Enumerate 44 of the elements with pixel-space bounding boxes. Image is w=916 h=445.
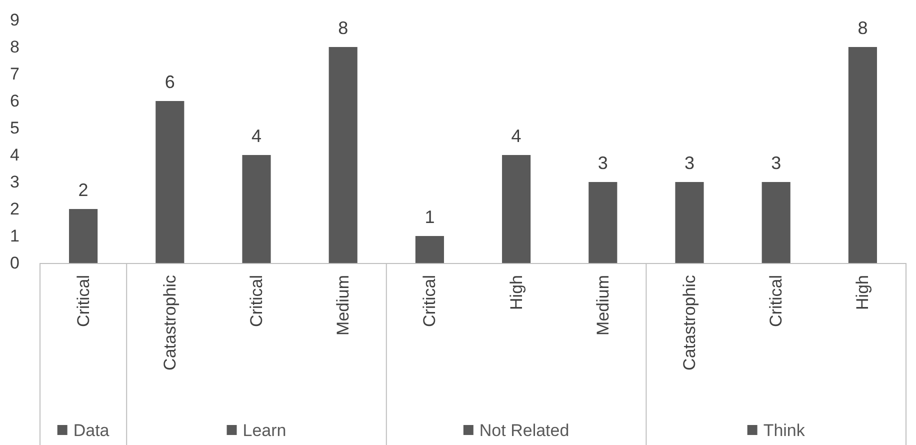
- data-label: 8: [858, 18, 868, 38]
- data-label: 4: [251, 126, 262, 146]
- data-label: 6: [164, 72, 175, 92]
- x-tick-label: Critical: [766, 275, 786, 327]
- data-label: 8: [338, 18, 348, 38]
- legend-label: Think: [763, 421, 806, 440]
- y-tick-label: 7: [10, 64, 20, 84]
- legend-label: Learn: [242, 421, 286, 440]
- bar: [502, 155, 531, 263]
- y-tick-label: 8: [10, 38, 20, 56]
- y-tick-label: 9: [10, 10, 20, 30]
- y-tick-label: 2: [10, 200, 20, 218]
- bar: [328, 47, 358, 263]
- x-tick-label: Medium: [593, 275, 612, 336]
- legend-label: Data: [73, 421, 110, 440]
- x-tick-label: Critical: [74, 275, 93, 327]
- data-label: 3: [598, 153, 608, 173]
- data-label: 4: [511, 126, 522, 146]
- bar: [415, 236, 444, 263]
- x-tick-label: High: [506, 275, 526, 310]
- bar: [848, 47, 877, 263]
- x-tick-label: High: [853, 275, 872, 310]
- data-label: 3: [771, 153, 782, 173]
- x-tick-label: Catastrophic: [680, 274, 699, 370]
- x-tick-label: Critical: [420, 275, 440, 327]
- y-tick-label: 5: [10, 118, 20, 138]
- legend-label: Not Related: [479, 421, 570, 440]
- y-tick-label: 4: [10, 146, 20, 164]
- data-label: 2: [78, 180, 88, 200]
- y-tick-label: 0: [10, 254, 20, 272]
- data-label: 1: [424, 207, 435, 227]
- data-label: 3: [684, 153, 695, 173]
- bar: [588, 182, 618, 263]
- y-tick-label: 3: [10, 172, 20, 192]
- x-tick-label: Medium: [334, 275, 353, 336]
- bar: [156, 101, 184, 263]
- bar: [242, 155, 271, 263]
- bar: [69, 209, 98, 263]
- y-tick-label: 1: [10, 226, 20, 246]
- x-tick-label: Critical: [247, 275, 266, 327]
- y-tick-label: 6: [10, 92, 20, 110]
- bar: [675, 182, 704, 263]
- bar: [762, 182, 790, 263]
- x-tick-label: Catastrophic: [160, 274, 180, 370]
